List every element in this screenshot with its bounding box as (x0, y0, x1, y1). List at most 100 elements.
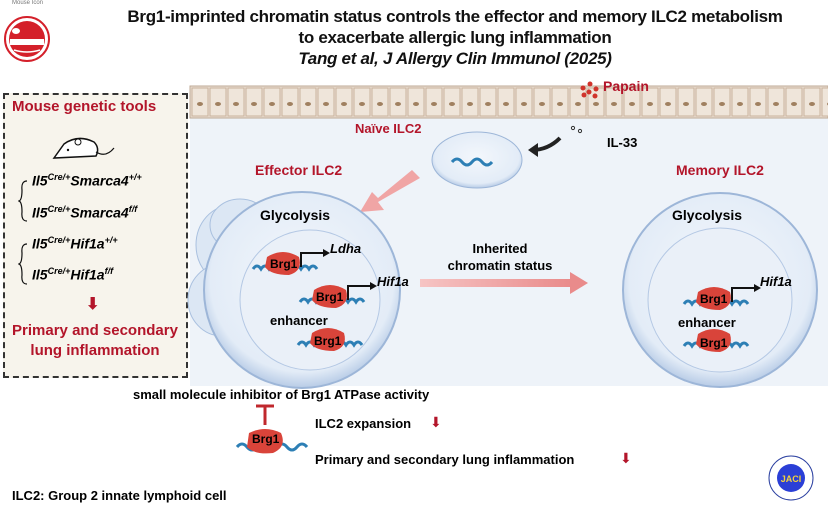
logo-caption: Mouse Icon (12, 0, 44, 6)
down-arrow-icon: ⬇ (86, 296, 100, 313)
nucleus (611, 102, 617, 106)
hif1a-gene-label: Hif1a (760, 274, 792, 289)
panel-outcome: Primary and secondary lung inflammation (12, 322, 178, 359)
brace-icon (18, 243, 28, 285)
brg1-protein-icon (312, 285, 347, 308)
brg1-on-dna (682, 284, 761, 310)
brg1-label: Brg1 (700, 336, 728, 350)
nucleus (341, 102, 347, 106)
nucleus (395, 102, 401, 106)
nucleus (737, 102, 743, 106)
title-line-1: Brg1-imprinted chromatin status controls… (127, 7, 783, 26)
down-arrow-icon: ⬇ (620, 450, 632, 466)
ilc2-expansion-label: ILC2 expansion (315, 416, 412, 431)
enhancer-label: enhancer (678, 315, 736, 330)
epithelial-cell (821, 87, 828, 117)
inherited-chromatin-label: Inherited chromatin status (447, 241, 553, 273)
nucleus (809, 102, 815, 106)
papain-label: Papain (603, 78, 649, 94)
nucleus (593, 102, 599, 106)
mouse-genetic-tools-panel (3, 93, 188, 378)
nucleus (503, 102, 509, 106)
lung-diagram (187, 81, 828, 389)
effector-ilc2-label: Effector ILC2 (255, 162, 343, 178)
hif1a-gene-label: Hif1a (377, 274, 409, 289)
down-arrow-icon: ⬇ (430, 414, 442, 430)
genotype-hif1a-wt: Il5Cre/+Hif1a+/+ (32, 235, 118, 252)
enhancer-label: enhancer (270, 313, 328, 328)
nucleus (629, 102, 635, 106)
nucleus (197, 102, 203, 106)
brg1-on-dna (296, 328, 364, 351)
nucleus (377, 102, 383, 106)
nucleus (701, 102, 707, 106)
inherited-arrow (420, 279, 570, 287)
footnote: ILC2: Group 2 innate lymphoid cell (12, 488, 227, 503)
nucleus (647, 102, 653, 106)
arrowhead-icon (323, 249, 330, 257)
nucleus (305, 102, 311, 106)
nucleus (449, 102, 455, 106)
epithelium-layer (189, 85, 828, 119)
nucleus (665, 102, 671, 106)
nucleus (467, 102, 473, 106)
nucleus (575, 102, 581, 106)
nucleus (269, 102, 275, 106)
naive-ilc2-label: Naïve ILC2 (355, 121, 422, 136)
nucleus (719, 102, 725, 106)
nucleus (287, 102, 293, 106)
papain-icon (580, 81, 599, 99)
brg1-label: Brg1 (700, 292, 728, 306)
mouse-icon (52, 137, 115, 159)
brg1-protein-icon (696, 287, 731, 310)
il33-icon (570, 125, 576, 131)
nucleus (539, 102, 545, 106)
nucleus (413, 102, 419, 106)
dna-icon (450, 157, 494, 167)
arrowhead-icon (370, 282, 377, 290)
inhibition-icon (256, 404, 274, 425)
brg1-label: Brg1 (270, 257, 298, 271)
svg-text:JACI: JACI (781, 474, 802, 484)
title-line-2: to exacerbate allergic lung inflammation (298, 28, 612, 47)
nucleus (791, 102, 797, 106)
brace-icon (18, 180, 28, 222)
nucleus (233, 102, 239, 106)
nucleus (521, 102, 527, 106)
brg1-label: Brg1 (316, 290, 344, 304)
brg1-protein-icon (310, 328, 345, 351)
brg1-protein-icon (235, 429, 309, 454)
panel-title: Mouse genetic tools (12, 98, 157, 115)
genotype-smarca4-flox: Il5Cre/+Smarca4f/f (32, 204, 138, 221)
differentiation-arrow (360, 170, 420, 212)
brg1-on-dna (298, 282, 377, 308)
nucleus (683, 102, 689, 106)
nucleus (323, 102, 329, 106)
nucleus (431, 102, 437, 106)
il33-label: IL-33 (607, 135, 638, 150)
inflammation-label: Primary and secondary lung inflammation (315, 452, 575, 467)
arrowhead-icon (754, 284, 761, 292)
brg1-on-dna (251, 249, 330, 275)
ldha-gene-label: Ldha (330, 241, 362, 256)
brg1-label: Brg1 (314, 334, 342, 348)
transcription-arrow-icon (300, 252, 323, 267)
mouse-logo-icon (4, 16, 50, 62)
inhibitor-label: small molecule inhibitor of Brg1 ATPase … (133, 387, 430, 402)
nucleus (557, 102, 563, 106)
brg1-protein-icon (696, 329, 731, 352)
jaci-seal-logo: JACI (768, 455, 814, 501)
brg1-label: Brg1 (252, 432, 280, 446)
citation: Tang et al, J Allergy Clin Immunol (2025… (298, 49, 612, 68)
nucleus (215, 102, 221, 106)
nucleus (359, 102, 365, 106)
nucleus (485, 102, 491, 106)
brg1-on-dna (682, 329, 750, 352)
genotype-hif1a-flox: Il5Cre/+Hif1af/f (32, 266, 114, 283)
glycolysis-label-memory: Glycolysis (672, 207, 743, 223)
nucleus (251, 102, 257, 106)
glycolysis-label-effector: Glycolysis (260, 207, 331, 223)
genotype-smarca4-wt: Il5Cre/+Smarca4+/+ (32, 172, 142, 189)
transcription-arrow-icon (731, 287, 754, 302)
